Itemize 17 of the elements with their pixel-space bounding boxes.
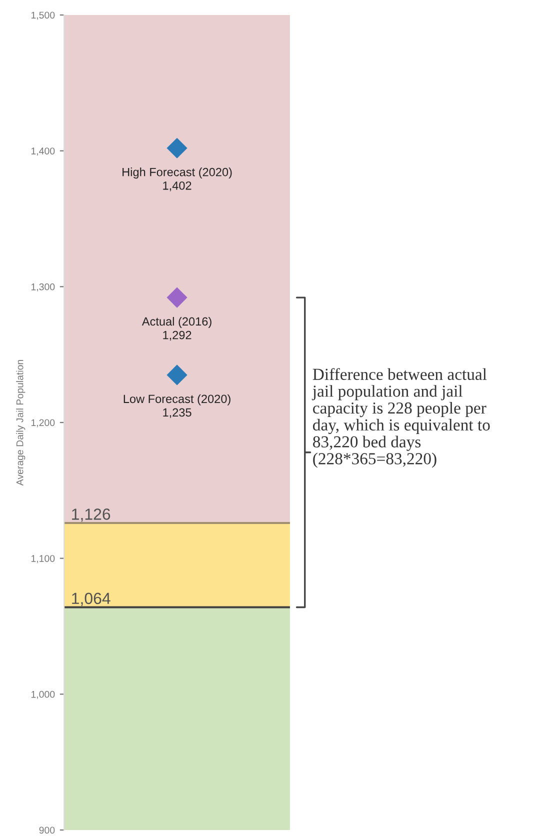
y-tick-label: 900: [39, 826, 55, 834]
data-label: 1,292: [163, 330, 192, 341]
data-label: 1,235: [163, 408, 192, 418]
series-label: Low Forecast (2020): [124, 394, 230, 406]
ref-line-label: 1,126: [72, 508, 110, 522]
y-tick-label: 1,400: [31, 148, 55, 156]
y-tick-label: 1,100: [31, 555, 55, 564]
text: Difference between actual jail population and jail capacity is 228 people per day, which is equivalent to 83,220 bed days (228*365=83,220): [312, 368, 490, 468]
series-label: High Forecast (2020): [122, 168, 232, 179]
series-label: Actual (2016): [142, 316, 212, 328]
y-tick-label: 1,200: [31, 419, 55, 428]
y-axis-title: Average Daily Jail Population: [16, 360, 26, 486]
ref-line-label: 1,064: [72, 592, 110, 606]
y-tick-label: 1,500: [31, 12, 55, 20]
data-label: 1,402: [163, 181, 192, 192]
y-tick-label: 1,300: [31, 283, 55, 292]
y-tick-label: 1,000: [31, 690, 55, 699]
